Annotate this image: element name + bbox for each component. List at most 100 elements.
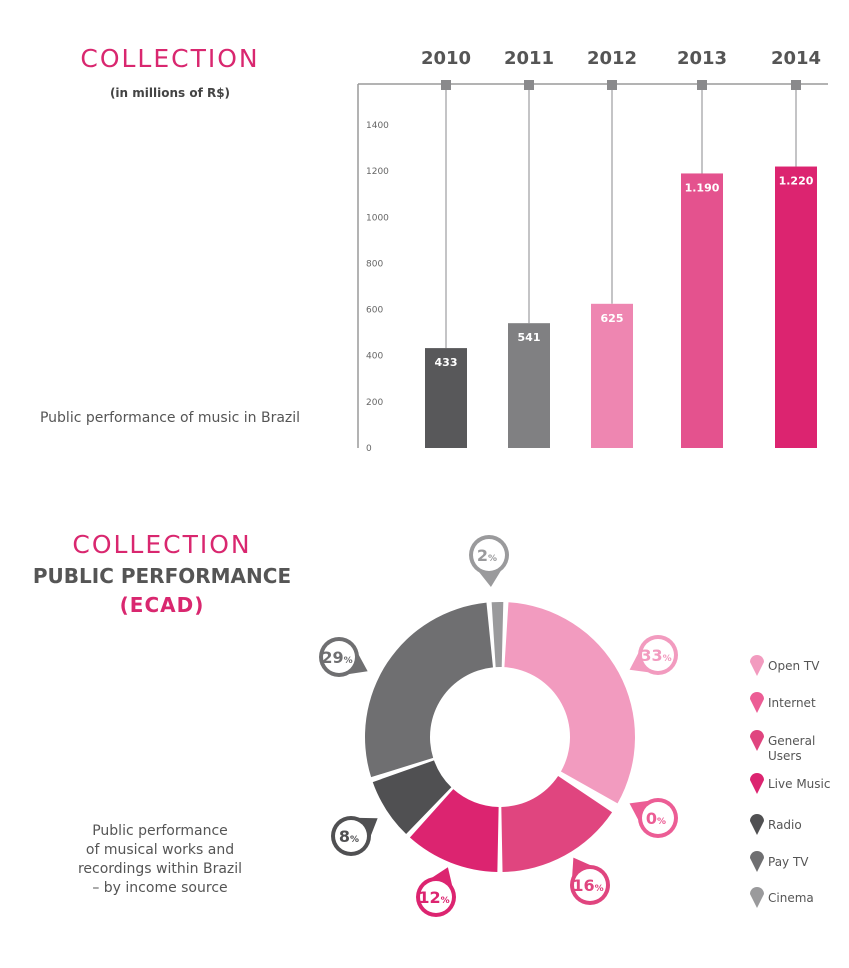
data-label: 433 bbox=[435, 356, 458, 369]
percent-sign: % bbox=[663, 654, 672, 664]
y-tick-label: 1400 bbox=[366, 121, 389, 131]
percent-sign: % bbox=[595, 884, 604, 894]
bar-section-title: COLLECTION bbox=[80, 44, 260, 73]
legend-marker-icon bbox=[750, 730, 764, 751]
pin-callout: 16% bbox=[570, 857, 610, 905]
pin-inner bbox=[574, 869, 606, 901]
data-label: 625 bbox=[601, 312, 624, 325]
pie-slice bbox=[501, 776, 613, 872]
axis-marker bbox=[607, 80, 617, 90]
data-label-value: 33 bbox=[640, 646, 662, 665]
x-tick-label: 2014 bbox=[771, 48, 821, 69]
pin-callout: 8% bbox=[331, 816, 378, 856]
y-tick-label: 200 bbox=[366, 398, 383, 408]
description-line: Public performance bbox=[92, 823, 228, 839]
bar-section-description: Public performance of music in Brazil bbox=[39, 410, 301, 426]
data-label-value: 29 bbox=[321, 648, 343, 667]
percent-sign: % bbox=[488, 554, 497, 564]
y-tick-label: 0 bbox=[366, 444, 372, 454]
percent-sign: % bbox=[657, 817, 666, 827]
legend-marker-icon bbox=[750, 887, 764, 908]
bar bbox=[508, 323, 550, 448]
pie-slice bbox=[372, 760, 452, 835]
axis-marker bbox=[791, 80, 801, 90]
pie-slice bbox=[364, 602, 493, 778]
y-tick-label: 1000 bbox=[366, 213, 389, 223]
percent-sign: % bbox=[441, 896, 450, 906]
pin-callout: 0% bbox=[629, 798, 678, 838]
description-line: of musical works and bbox=[85, 842, 235, 858]
data-label-value: 12 bbox=[418, 888, 440, 907]
y-tick-label: 800 bbox=[366, 259, 383, 269]
description-line: – by income source bbox=[92, 880, 228, 896]
pin-callout: 33% bbox=[629, 635, 678, 675]
y-tick-label: 400 bbox=[366, 352, 383, 362]
legend-item: Cinema bbox=[750, 887, 814, 908]
pin-inner bbox=[335, 820, 367, 852]
legend-label: Pay TV bbox=[768, 855, 809, 869]
data-label-value: 16 bbox=[572, 876, 594, 895]
axis-marker bbox=[441, 80, 451, 90]
legend-marker-icon bbox=[750, 692, 764, 713]
y-tick-label: 600 bbox=[366, 306, 383, 316]
data-label: 16% bbox=[572, 876, 603, 895]
data-label: 8% bbox=[339, 827, 359, 846]
pin-inner bbox=[473, 539, 505, 571]
legend-marker-icon bbox=[750, 655, 764, 676]
data-label-value: 0 bbox=[646, 809, 657, 828]
percent-sign: % bbox=[350, 835, 359, 845]
legend-marker-icon bbox=[750, 814, 764, 835]
bar bbox=[591, 303, 633, 448]
legend-item: Internet bbox=[750, 692, 816, 713]
data-label-value: 8 bbox=[339, 827, 350, 846]
bar bbox=[425, 348, 467, 448]
legend-item: Live Music bbox=[750, 773, 830, 794]
pin-callout: 2% bbox=[469, 535, 509, 587]
legend-item: Pay TV bbox=[750, 851, 809, 872]
pin-inner bbox=[642, 639, 674, 671]
data-label: 29% bbox=[321, 648, 352, 667]
description-line: recordings within Brazil bbox=[77, 861, 243, 877]
pin-inner bbox=[420, 881, 452, 913]
axis-marker bbox=[697, 80, 707, 90]
pie-slice bbox=[491, 602, 504, 668]
pin-inner bbox=[323, 641, 355, 673]
data-label: 1.190 bbox=[685, 181, 720, 194]
legend-label: Users bbox=[768, 749, 802, 763]
donut-section-heading-ecad: (ECAD) bbox=[119, 593, 205, 617]
pie-slice bbox=[409, 789, 499, 872]
x-tick-label: 2010 bbox=[421, 48, 471, 69]
pin-callout: 12% bbox=[416, 867, 456, 917]
pie-slice bbox=[504, 602, 636, 804]
donut-section-description: Public performance of musical works and … bbox=[40, 822, 280, 898]
x-tick-label: 2011 bbox=[504, 48, 554, 69]
data-label: 1.220 bbox=[779, 175, 814, 188]
y-tick-label: 1200 bbox=[366, 167, 389, 177]
donut-section-heading: PUBLIC PERFORMANCE bbox=[32, 564, 292, 588]
data-label: 541 bbox=[518, 331, 541, 344]
legend-label: Cinema bbox=[768, 891, 814, 905]
legend-label: Radio bbox=[768, 818, 802, 832]
bar bbox=[775, 166, 817, 448]
data-label: 2% bbox=[477, 546, 497, 565]
pin-callout: 29% bbox=[319, 637, 368, 677]
legend-item: Radio bbox=[750, 814, 802, 835]
axis-marker bbox=[524, 80, 534, 90]
data-label: 12% bbox=[418, 888, 449, 907]
donut-chart: 33%0%16%12%8%29%2%Open TVInternetGeneral… bbox=[319, 535, 830, 917]
x-tick-label: 2012 bbox=[587, 48, 637, 69]
bar-chart: 0 200 400 600 800 1000 1200 1400 2010 433 2011 541 2… bbox=[357, 48, 828, 454]
legend-marker-icon bbox=[750, 773, 764, 794]
legend-label: General bbox=[768, 734, 815, 748]
data-label: 33% bbox=[640, 646, 671, 665]
bar bbox=[681, 173, 723, 448]
legend-label: Open TV bbox=[768, 659, 820, 673]
percent-sign: % bbox=[344, 656, 353, 666]
legend-item: Open TV bbox=[750, 655, 820, 676]
legend-label: Internet bbox=[768, 696, 816, 710]
pin-inner bbox=[642, 802, 674, 834]
x-tick-label: 2013 bbox=[677, 48, 727, 69]
donut-section-title: COLLECTION bbox=[72, 530, 252, 559]
legend-marker-icon bbox=[750, 851, 764, 872]
